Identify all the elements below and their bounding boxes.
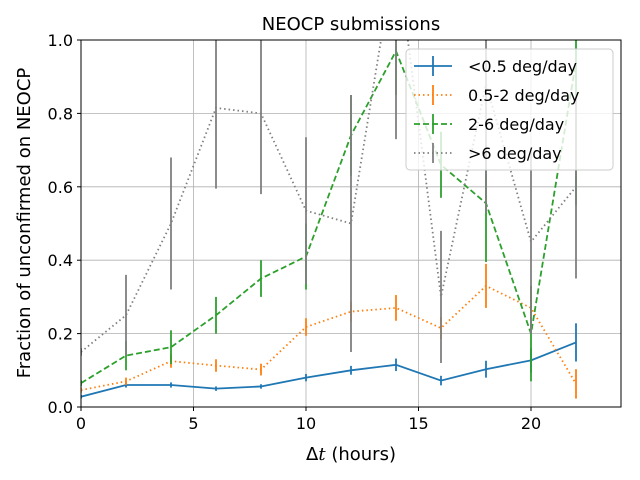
series-1 bbox=[81, 263, 577, 399]
y-tick-label: 1.0 bbox=[48, 31, 73, 50]
legend-label: <0.5 deg/day bbox=[468, 57, 577, 76]
legend-label: >6 deg/day bbox=[468, 144, 562, 163]
series-line bbox=[81, 40, 577, 353]
series-line bbox=[81, 48, 577, 384]
legend-box bbox=[405, 48, 614, 171]
series-line bbox=[81, 284, 577, 392]
legend-label: 2-6 deg/day bbox=[468, 115, 564, 134]
x-tick-label: 15 bbox=[408, 414, 428, 433]
series-0 bbox=[81, 323, 577, 399]
x-tick-label: 10 bbox=[296, 414, 316, 433]
y-tick-label: 0.2 bbox=[48, 325, 73, 344]
x-tick-label: 0 bbox=[76, 414, 86, 433]
x-axis-label-var: t bbox=[318, 444, 326, 465]
y-tick-label: 0.6 bbox=[48, 178, 73, 197]
ticks: 0 5 10 15 20 0.0 0.2 0.4 0.6 0.8 1.0 bbox=[48, 31, 542, 433]
chart-title: NEOCP submissions bbox=[262, 14, 440, 35]
series-line bbox=[81, 341, 577, 398]
x-tick-label: 5 bbox=[188, 414, 198, 433]
legend-label: 0.5-2 deg/day bbox=[468, 86, 579, 105]
x-axis-label: Δt (hours) bbox=[306, 444, 396, 465]
y-tick-label: 0.8 bbox=[48, 104, 73, 123]
x-axis-label-suffix: (hours) bbox=[326, 444, 396, 465]
y-tick-label: 0.4 bbox=[48, 251, 73, 270]
y-axis-label: Fraction of unconfirmed on NEOCP bbox=[14, 68, 35, 379]
x-axis-label-prefix: Δ bbox=[306, 444, 319, 465]
plot-frame bbox=[80, 39, 622, 408]
y-tick-label: 0.0 bbox=[48, 398, 73, 417]
x-tick-label: 20 bbox=[521, 414, 541, 433]
legend: <0.5 deg/day 0.5-2 deg/day 2-6 deg/day >6 d… bbox=[405, 48, 614, 171]
